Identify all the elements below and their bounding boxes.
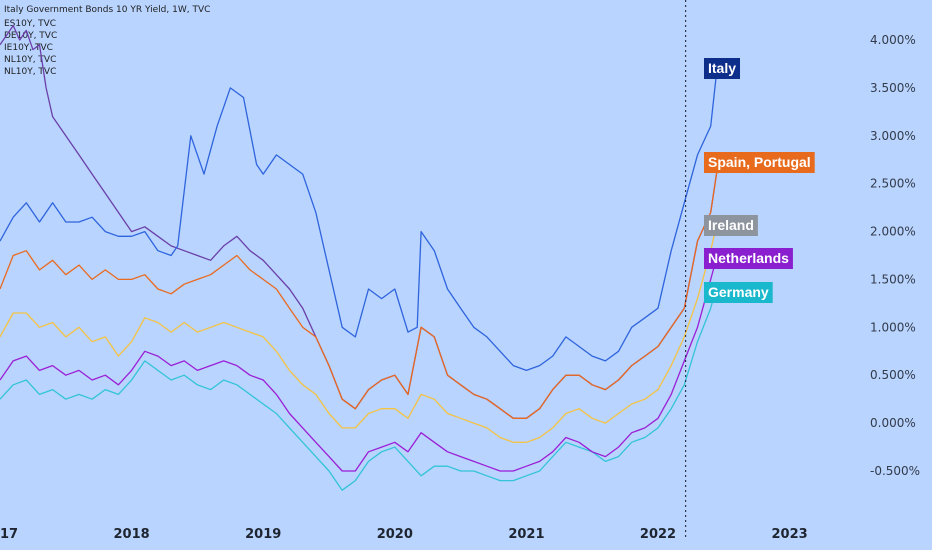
legend-line-5: NL10Y, TVC xyxy=(4,67,56,77)
y-tick-label: 4.000% xyxy=(870,33,916,47)
badge-background xyxy=(704,152,815,173)
y-tick-label: 1.500% xyxy=(870,272,916,286)
badge-label: Italy xyxy=(708,60,736,76)
chart-title: Italy Government Bonds 10 YR Yield, 1W, … xyxy=(4,5,210,15)
legend-line-1: ES10Y, TVC xyxy=(4,19,56,29)
badge-background xyxy=(704,58,741,79)
badge-label: Spain, Portugal xyxy=(708,154,811,170)
badge-background xyxy=(704,215,758,236)
x-tick-label: 2020 xyxy=(377,527,413,542)
series-line-es10y-dark xyxy=(0,24,718,419)
legend-line-2: DE10Y, TVC xyxy=(4,31,57,41)
x-tick-label: 2019 xyxy=(245,527,281,542)
series-badges: Italy Spain, Portugal Ireland Netherlands Ge… xyxy=(704,58,815,303)
badge-label: Netherlands xyxy=(708,250,789,266)
y-tick-label: 3.000% xyxy=(870,129,916,143)
badge-background xyxy=(704,282,773,303)
y-tick-label: 2.000% xyxy=(870,225,916,239)
y-tick-label: 3.500% xyxy=(870,81,916,95)
series-line-spain-portugal xyxy=(0,169,718,419)
y-tick-label: 1.000% xyxy=(870,320,916,334)
y-tick-label: 0.000% xyxy=(870,416,916,430)
x-tick-label: 2023 xyxy=(772,527,808,542)
series-line-germany xyxy=(0,284,718,491)
y-axis: 4.000% 3.500% 3.000% 2.500% 2.000% 1.500% 1.00… xyxy=(870,33,920,478)
badge-background xyxy=(704,248,793,269)
badge-label: Germany xyxy=(708,284,769,300)
x-tick-label: 2022 xyxy=(640,527,676,542)
legend-line-3: IE10Y, TVC xyxy=(4,43,53,53)
y-tick-label: -0.500% xyxy=(870,464,920,478)
legend-line-4: NL10Y, TVC xyxy=(4,55,56,65)
badge-italy: Italy xyxy=(704,58,741,79)
x-tick-label: 2021 xyxy=(508,527,544,542)
x-axis: 2017 2018 2019 2020 2021 2022 2023 xyxy=(0,527,808,542)
x-tick-label: 2018 xyxy=(114,527,150,542)
y-tick-label: 0.500% xyxy=(870,368,916,382)
badge-netherlands: Netherlands xyxy=(704,248,793,269)
badge-spain-portugal: Spain, Portugal xyxy=(704,152,815,173)
badge-label: Ireland xyxy=(708,217,754,233)
series-line-netherlands xyxy=(0,255,718,472)
y-tick-label: 2.500% xyxy=(870,177,916,191)
badge-germany: Germany xyxy=(704,282,773,303)
chart-title-group: Italy Government Bonds 10 YR Yield, 1W, … xyxy=(4,5,210,77)
series-line-italy xyxy=(0,66,718,372)
series-group xyxy=(0,24,718,491)
series-line-ireland xyxy=(0,221,718,443)
x-tick-label: 2017 xyxy=(0,527,18,542)
badge-ireland: Ireland xyxy=(704,215,758,236)
